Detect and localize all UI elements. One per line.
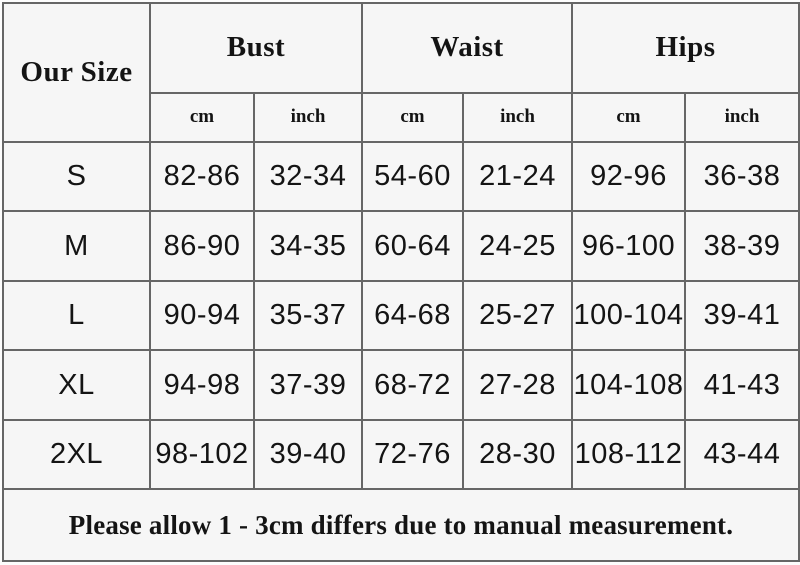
bust-cm-value: 86-90 (149, 210, 255, 282)
hips-inch-value: 41-43 (684, 349, 800, 421)
hips-cm-value: 104-108 (571, 349, 687, 421)
bust-cm-value: 94-98 (149, 349, 255, 421)
table-row-s: S 82-86 32-34 54-60 21-24 92-96 36-38 (2, 140, 800, 213)
waist-inch-value: 25-27 (462, 279, 574, 352)
hips-cm-header: cm (571, 91, 687, 143)
waist-cm-value: 72-76 (361, 418, 465, 491)
bust-cm-value: 98-102 (149, 418, 255, 491)
waist-cm-value: 68-72 (361, 349, 465, 421)
bust-inch-value: 35-37 (252, 279, 364, 352)
hips-cm-value: 96-100 (571, 210, 687, 282)
waist-group-header: Waist (361, 2, 574, 94)
bust-inch-value: 39-40 (252, 418, 364, 491)
hips-cm-value: 108-112 (571, 418, 687, 491)
hips-cm-value: 92-96 (571, 140, 687, 213)
table-row-2xl: 2XL 98-102 39-40 72-76 28-30 108-112 43-… (2, 418, 800, 491)
table-row-l: L 90-94 35-37 64-68 25-27 100-104 39-41 (2, 279, 800, 352)
hips-cm-value: 100-104 (571, 279, 687, 352)
footer-note-row: Please allow 1 - 3cm differs due to manu… (1, 488, 800, 562)
table-row-xl: XL 94-98 37-39 68-72 27-28 104-108 41-43 (2, 349, 800, 421)
bust-cm-value: 90-94 (149, 279, 255, 352)
bust-inch-value: 37-39 (252, 349, 364, 421)
waist-inch-header: inch (462, 91, 574, 143)
hips-inch-header: inch (684, 91, 800, 143)
bust-group-header: Bust (148, 2, 364, 94)
size-label: L (2, 279, 151, 352)
bust-inch-header: inch (252, 91, 364, 143)
table-row-m: M 86-90 34-35 60-64 24-25 96-100 38-39 (2, 210, 800, 282)
measurement-disclaimer: Please allow 1 - 3cm differs due to manu… (1, 488, 800, 562)
waist-cm-value: 60-64 (361, 210, 465, 282)
waist-inch-value: 21-24 (462, 140, 574, 213)
hips-inch-value: 43-44 (684, 418, 800, 491)
waist-cm-value: 64-68 (361, 279, 465, 352)
waist-cm-header: cm (361, 91, 465, 143)
size-label: S (2, 140, 151, 213)
size-label: 2XL (2, 418, 151, 491)
bust-cm-value: 82-86 (149, 140, 255, 213)
hips-group-header: Hips (571, 2, 800, 94)
header-unit-row: cm inch cm inch cm inch (3, 91, 800, 143)
our-size-header: Our Size (2, 2, 151, 143)
size-label: M (2, 210, 151, 282)
hips-inch-value: 39-41 (684, 279, 800, 352)
bust-inch-value: 34-35 (252, 210, 364, 282)
hips-inch-value: 36-38 (684, 140, 800, 213)
bust-cm-header: cm (149, 91, 255, 143)
size-label: XL (2, 349, 151, 421)
waist-inch-value: 24-25 (462, 210, 574, 282)
waist-inch-value: 28-30 (462, 418, 574, 491)
bust-inch-value: 32-34 (252, 140, 364, 213)
header-group-row: Our Size Bust Waist Hips (2, 2, 800, 143)
hips-inch-value: 38-39 (684, 210, 800, 282)
waist-cm-value: 54-60 (361, 140, 465, 213)
waist-inch-value: 27-28 (462, 349, 574, 421)
